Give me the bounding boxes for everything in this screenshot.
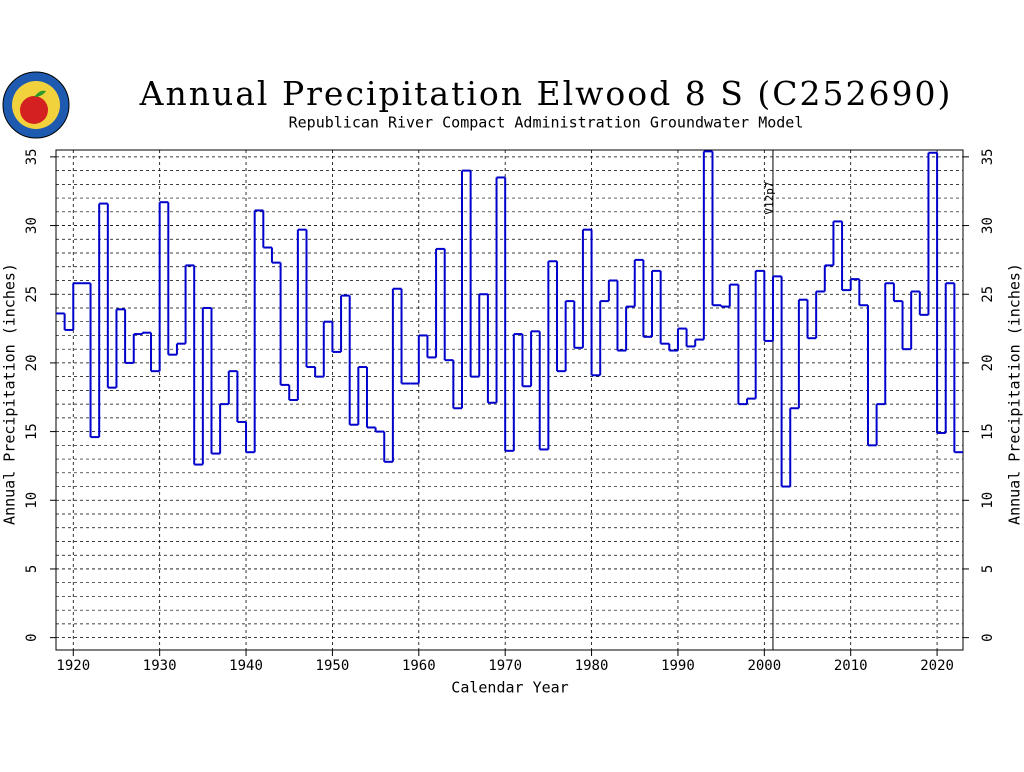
y-tick-label: 30	[24, 217, 40, 234]
y2-tick-label: 10	[980, 492, 996, 509]
y-tick-label: 25	[24, 286, 40, 303]
x-tick-label: 2020	[920, 658, 954, 674]
y2-tick-label: 35	[980, 148, 996, 165]
y2-tick-label: 20	[980, 354, 996, 371]
x-tick-label: 1960	[402, 658, 436, 674]
chart-subtitle: Republican River Compact Administration …	[289, 114, 804, 132]
x-tick-label: 1990	[661, 658, 695, 674]
x-tick-label: 1950	[316, 658, 350, 674]
logo	[2, 71, 70, 139]
y-tick-label: 15	[24, 423, 40, 440]
chart-title: Annual Precipitation Elwood 8 S (C252690…	[139, 74, 953, 113]
x-axis-label: Calendar Year	[451, 679, 568, 697]
y2-tick-label: 30	[980, 217, 996, 234]
x-tick-label: 1940	[229, 658, 263, 674]
y2-tick-label: 5	[980, 565, 996, 573]
y2-axis-label: Annual Precipitation (inches)	[1006, 263, 1024, 525]
annotation-label: V12p7	[763, 181, 776, 214]
y-axis-label: Annual Precipitation (inches)	[1, 263, 19, 525]
y-tick-label: 35	[24, 148, 40, 165]
y2-tick-label: 25	[980, 286, 996, 303]
logo-leaf	[34, 90, 46, 97]
x-tick-label: 1970	[488, 658, 522, 674]
y-tick-label: 0	[24, 633, 40, 641]
x-tick-label: 1920	[56, 658, 90, 674]
plot-frame	[55, 149, 964, 651]
y-tick-label: 20	[24, 354, 40, 371]
y2-tick-label: 15	[980, 423, 996, 440]
y-tick-label: 5	[24, 565, 40, 573]
y-tick-label: 10	[24, 492, 40, 509]
x-tick-label: 2000	[747, 658, 781, 674]
x-tick-label: 1930	[143, 658, 177, 674]
logo-apple	[20, 96, 48, 124]
x-tick-label: 1980	[575, 658, 609, 674]
x-tick-label: 2010	[834, 658, 868, 674]
y2-tick-label: 0	[980, 633, 996, 641]
